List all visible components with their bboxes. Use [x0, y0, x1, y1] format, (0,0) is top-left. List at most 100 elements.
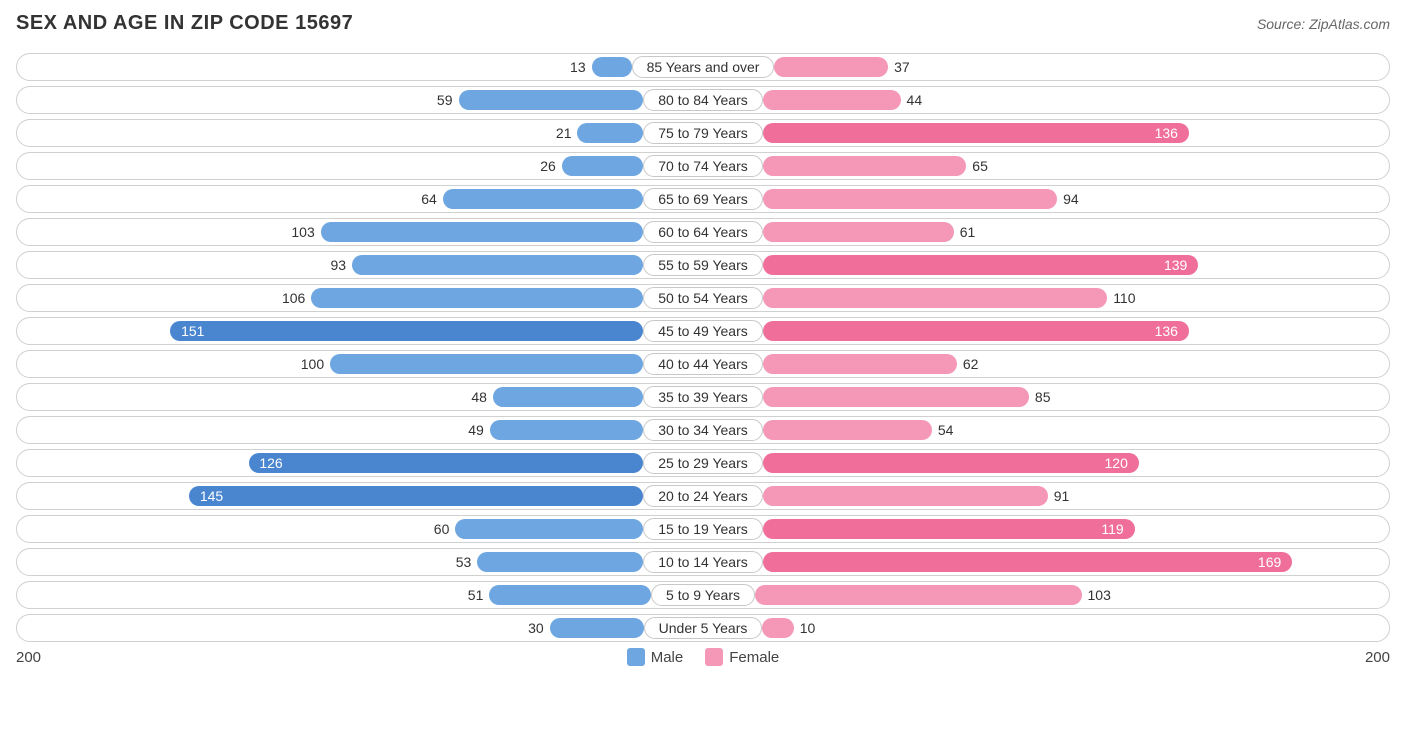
- legend-male: Male: [627, 648, 684, 666]
- male-value: 64: [421, 191, 437, 207]
- legend-male-label: Male: [651, 649, 684, 666]
- female-value: 65: [972, 158, 988, 174]
- age-group-label: 35 to 39 Years: [643, 386, 763, 408]
- age-group-label: 45 to 49 Years: [643, 320, 763, 342]
- age-group-label: 30 to 34 Years: [643, 419, 763, 441]
- male-bar: [459, 90, 644, 110]
- age-group-label: Under 5 Years: [644, 617, 763, 639]
- male-value: 100: [301, 356, 324, 372]
- male-value: 53: [456, 554, 472, 570]
- male-bar: [330, 354, 643, 374]
- population-pyramid-chart: 1385 Years and over375980 to 84 Years442…: [16, 53, 1390, 642]
- male-bar: [249, 453, 644, 473]
- male-value: 93: [330, 257, 346, 273]
- female-bar: [763, 486, 1048, 506]
- female-bar: [763, 354, 957, 374]
- chart-header: SEX AND AGE IN ZIP CODE 15697 Source: Zi…: [16, 12, 1390, 35]
- age-group-label: 15 to 19 Years: [643, 518, 763, 540]
- female-value: 62: [963, 356, 979, 372]
- chart-row: 48 35 to 39 Years 85: [16, 383, 1390, 411]
- chart-row: 15145 to 49 Years136: [16, 317, 1390, 345]
- female-bar: [763, 255, 1198, 275]
- age-group-label: 10 to 14 Years: [643, 551, 763, 573]
- female-bar: [763, 387, 1029, 407]
- chart-source: Source: ZipAtlas.com: [1257, 16, 1390, 32]
- chart-row: 14520 to 24 Years91: [16, 482, 1390, 510]
- male-value: 26: [540, 158, 556, 174]
- chart-row: 12625 to 29 Years120: [16, 449, 1390, 477]
- female-bar: [774, 57, 888, 77]
- chart-row: 4930 to 34 Years54: [16, 416, 1390, 444]
- age-group-label: 5 to 9 Years: [651, 584, 755, 606]
- male-bar: [592, 57, 632, 77]
- female-value: 139: [1164, 257, 1187, 273]
- male-swatch-icon: [627, 648, 645, 666]
- female-value: 120: [1105, 455, 1128, 471]
- male-value: 13: [570, 59, 586, 75]
- female-value: 37: [894, 59, 910, 75]
- male-value: 21: [556, 125, 572, 141]
- female-bar: [763, 453, 1139, 473]
- male-value: 106: [282, 290, 305, 306]
- chart-row: 93 55 to 59 Years 139: [16, 251, 1390, 279]
- male-bar: [550, 618, 644, 638]
- age-group-label: 85 Years and over: [632, 56, 775, 78]
- female-value: 91: [1054, 488, 1070, 504]
- male-bar: [170, 321, 643, 341]
- chart-row: 10040 to 44 Years62: [16, 350, 1390, 378]
- female-bar: [763, 420, 932, 440]
- age-group-label: 25 to 29 Years: [643, 452, 763, 474]
- female-bar: [763, 156, 967, 176]
- chart-row: 2670 to 74 Years65: [16, 152, 1390, 180]
- male-value: 60: [434, 521, 450, 537]
- female-bar: [763, 90, 901, 110]
- female-value: 85: [1035, 389, 1051, 405]
- female-value: 136: [1155, 323, 1178, 339]
- male-bar: [455, 519, 643, 539]
- chart-row: 6465 to 69 Years94: [16, 185, 1390, 213]
- male-bar: [443, 189, 643, 209]
- female-bar: [763, 519, 1136, 539]
- male-bar: [577, 123, 643, 143]
- axis-max-left: 200: [16, 649, 41, 666]
- chart-footer: 200 Male Female 200: [16, 648, 1390, 666]
- male-value: 48: [471, 389, 487, 405]
- chart-row: 30Under 5 Years10: [16, 614, 1390, 642]
- male-bar: [490, 420, 643, 440]
- male-value: 30: [528, 620, 544, 636]
- male-value: 103: [291, 224, 314, 240]
- legend-female-label: Female: [729, 649, 779, 666]
- female-bar: [763, 552, 1292, 572]
- female-bar: [763, 222, 954, 242]
- age-group-label: 50 to 54 Years: [643, 287, 763, 309]
- chart-title: SEX AND AGE IN ZIP CODE 15697: [16, 12, 353, 35]
- female-bar: [755, 585, 1082, 605]
- chart-row: 5980 to 84 Years44: [16, 86, 1390, 114]
- age-group-label: 75 to 79 Years: [643, 122, 763, 144]
- female-bar: [763, 321, 1189, 341]
- male-bar: [562, 156, 643, 176]
- female-swatch-icon: [705, 648, 723, 666]
- male-bar: [311, 288, 643, 308]
- female-value: 110: [1113, 290, 1135, 306]
- male-value: 59: [437, 92, 453, 108]
- chart-row: 21 75 to 79 Years 136: [16, 119, 1390, 147]
- male-value: 49: [468, 422, 484, 438]
- female-bar: [762, 618, 793, 638]
- female-value: 119: [1101, 521, 1123, 537]
- female-value: 94: [1063, 191, 1079, 207]
- female-value: 136: [1155, 125, 1178, 141]
- female-value: 61: [960, 224, 976, 240]
- chart-row: 10360 to 64 Years61: [16, 218, 1390, 246]
- male-bar: [321, 222, 644, 242]
- chart-row: 60 15 to 19 Years 119: [16, 515, 1390, 543]
- axis-max-right: 200: [1365, 649, 1390, 666]
- male-value: 145: [200, 488, 223, 504]
- age-group-label: 55 to 59 Years: [643, 254, 763, 276]
- chart-row: 13 85 Years and over 37: [16, 53, 1390, 81]
- chart-row: 515 to 9 Years103: [16, 581, 1390, 609]
- male-value: 51: [468, 587, 484, 603]
- male-bar: [493, 387, 643, 407]
- age-group-label: 80 to 84 Years: [643, 89, 763, 111]
- chart-row: 5310 to 14 Years169: [16, 548, 1390, 576]
